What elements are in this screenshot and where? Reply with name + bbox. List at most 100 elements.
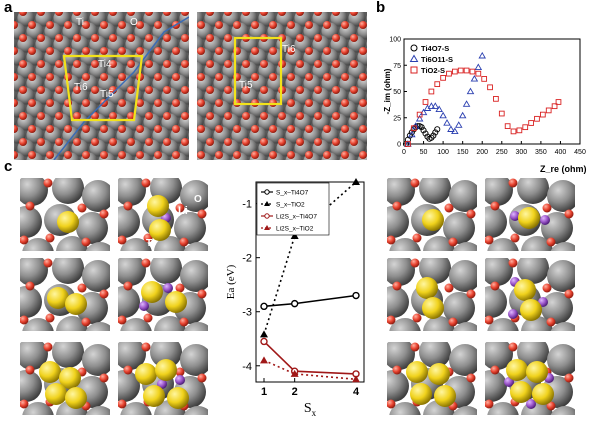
- o-atom: [206, 86, 214, 94]
- x-tick-label: 4: [353, 386, 360, 398]
- ti-atom: [20, 178, 48, 206]
- o-atom: [350, 34, 358, 42]
- legend-label: Li2S_x–TiO2: [276, 226, 314, 233]
- ti-atom: [14, 115, 17, 129]
- o-atom: [296, 86, 304, 94]
- o-atom: [181, 12, 189, 16]
- o-atom: [100, 151, 108, 159]
- data-point: [415, 114, 424, 122]
- o-atom: [410, 258, 420, 268]
- o-atom: [37, 60, 45, 68]
- o-atom: [179, 317, 189, 327]
- ti-atom: [188, 80, 189, 86]
- data-point: [458, 111, 467, 119]
- o-atom: [350, 12, 358, 16]
- data-point: [420, 127, 427, 134]
- o-atom: [145, 60, 153, 68]
- legend-label: Ti4O7-S: [421, 44, 449, 53]
- li-atom: [163, 283, 173, 293]
- o-atom: [359, 47, 367, 55]
- o-atom: [19, 12, 27, 16]
- data-point: [443, 119, 451, 126]
- adsorption-config-image: [387, 258, 477, 331]
- s-atom: [514, 279, 536, 301]
- data-point: [422, 99, 429, 105]
- o-atom: [260, 12, 268, 16]
- o-atom: [28, 47, 36, 55]
- data-point: [352, 178, 360, 185]
- o-atom: [466, 289, 476, 299]
- o-atom: [287, 99, 295, 107]
- o-atom: [179, 237, 189, 247]
- o-atom: [73, 12, 81, 16]
- surface-image-tio2-canvas: Ti5 Ti6: [197, 12, 367, 160]
- y-axis-label: -Z_im (ohm): [383, 68, 392, 114]
- data-point: [534, 115, 540, 122]
- s-atom: [410, 383, 432, 405]
- data-point: [427, 102, 436, 109]
- nyquist-plot: 0 50 100 150 200 250 300 350 400 450 0 25 50 75 100 -Z_…: [383, 37, 587, 175]
- o-atom: [296, 112, 304, 120]
- ti-atom: [547, 260, 575, 292]
- o-atom: [359, 125, 367, 133]
- data-point: [422, 130, 429, 137]
- o-atom: [412, 313, 422, 323]
- o-atom: [269, 73, 277, 81]
- li-atom: [526, 399, 536, 409]
- s-atom: [416, 277, 438, 299]
- s-atom: [518, 207, 540, 229]
- o-atom: [118, 73, 126, 81]
- ti-atom: [52, 178, 84, 204]
- data-point: [539, 111, 546, 118]
- s-atom: [57, 211, 79, 233]
- data-point: [260, 337, 268, 346]
- o-atom: [341, 125, 349, 133]
- ti-atom: [183, 322, 208, 331]
- adsorption-config-image: [485, 342, 575, 415]
- ti-atom: [452, 322, 477, 331]
- o-atom: [314, 34, 322, 42]
- o-atom: [296, 60, 304, 68]
- y-tick-label: -2: [242, 253, 252, 265]
- o-atom: [109, 138, 117, 146]
- o-atom: [197, 373, 207, 383]
- o-atom: [154, 73, 162, 81]
- o-atom: [46, 99, 54, 107]
- data-point: [434, 126, 441, 133]
- o-atom: [181, 34, 189, 42]
- ti-atom: [180, 180, 208, 212]
- ea-axes: -1 -2 -3 -4 1 2 4 Ea (eV) Sx: [225, 181, 365, 418]
- y-tick-label: -1: [242, 199, 252, 211]
- o-atom: [45, 313, 55, 323]
- o-atom: [25, 365, 35, 375]
- data-point: [290, 299, 299, 308]
- ti-atom: [387, 370, 409, 402]
- o-atom: [206, 60, 214, 68]
- o-atom: [564, 209, 574, 219]
- o-atom: [323, 151, 331, 159]
- o-atom: [197, 209, 207, 219]
- ti-atom: [183, 242, 208, 251]
- o-atom: [542, 203, 552, 213]
- data-point: [435, 105, 443, 113]
- o-atom: [332, 86, 340, 94]
- o-atom: [296, 34, 304, 42]
- o-atom: [251, 151, 259, 159]
- ti-atom: [550, 322, 575, 331]
- o-atom: [19, 138, 27, 146]
- s-atom: [506, 359, 528, 381]
- x-tick-label: 300: [515, 149, 527, 156]
- ti-atom: [485, 178, 513, 206]
- o-atom: [296, 12, 304, 16]
- o-atom: [392, 281, 402, 291]
- data-point: [432, 129, 439, 136]
- ti-atom: [485, 258, 513, 286]
- data-point: [352, 291, 360, 300]
- adsorption-config-image: [20, 342, 110, 415]
- o-atom: [172, 151, 180, 159]
- label-o: O: [194, 194, 202, 205]
- x-tick-label: 0: [402, 149, 406, 156]
- s-atom: [45, 383, 67, 405]
- ti-atom: [419, 178, 451, 204]
- o-atom: [37, 112, 45, 120]
